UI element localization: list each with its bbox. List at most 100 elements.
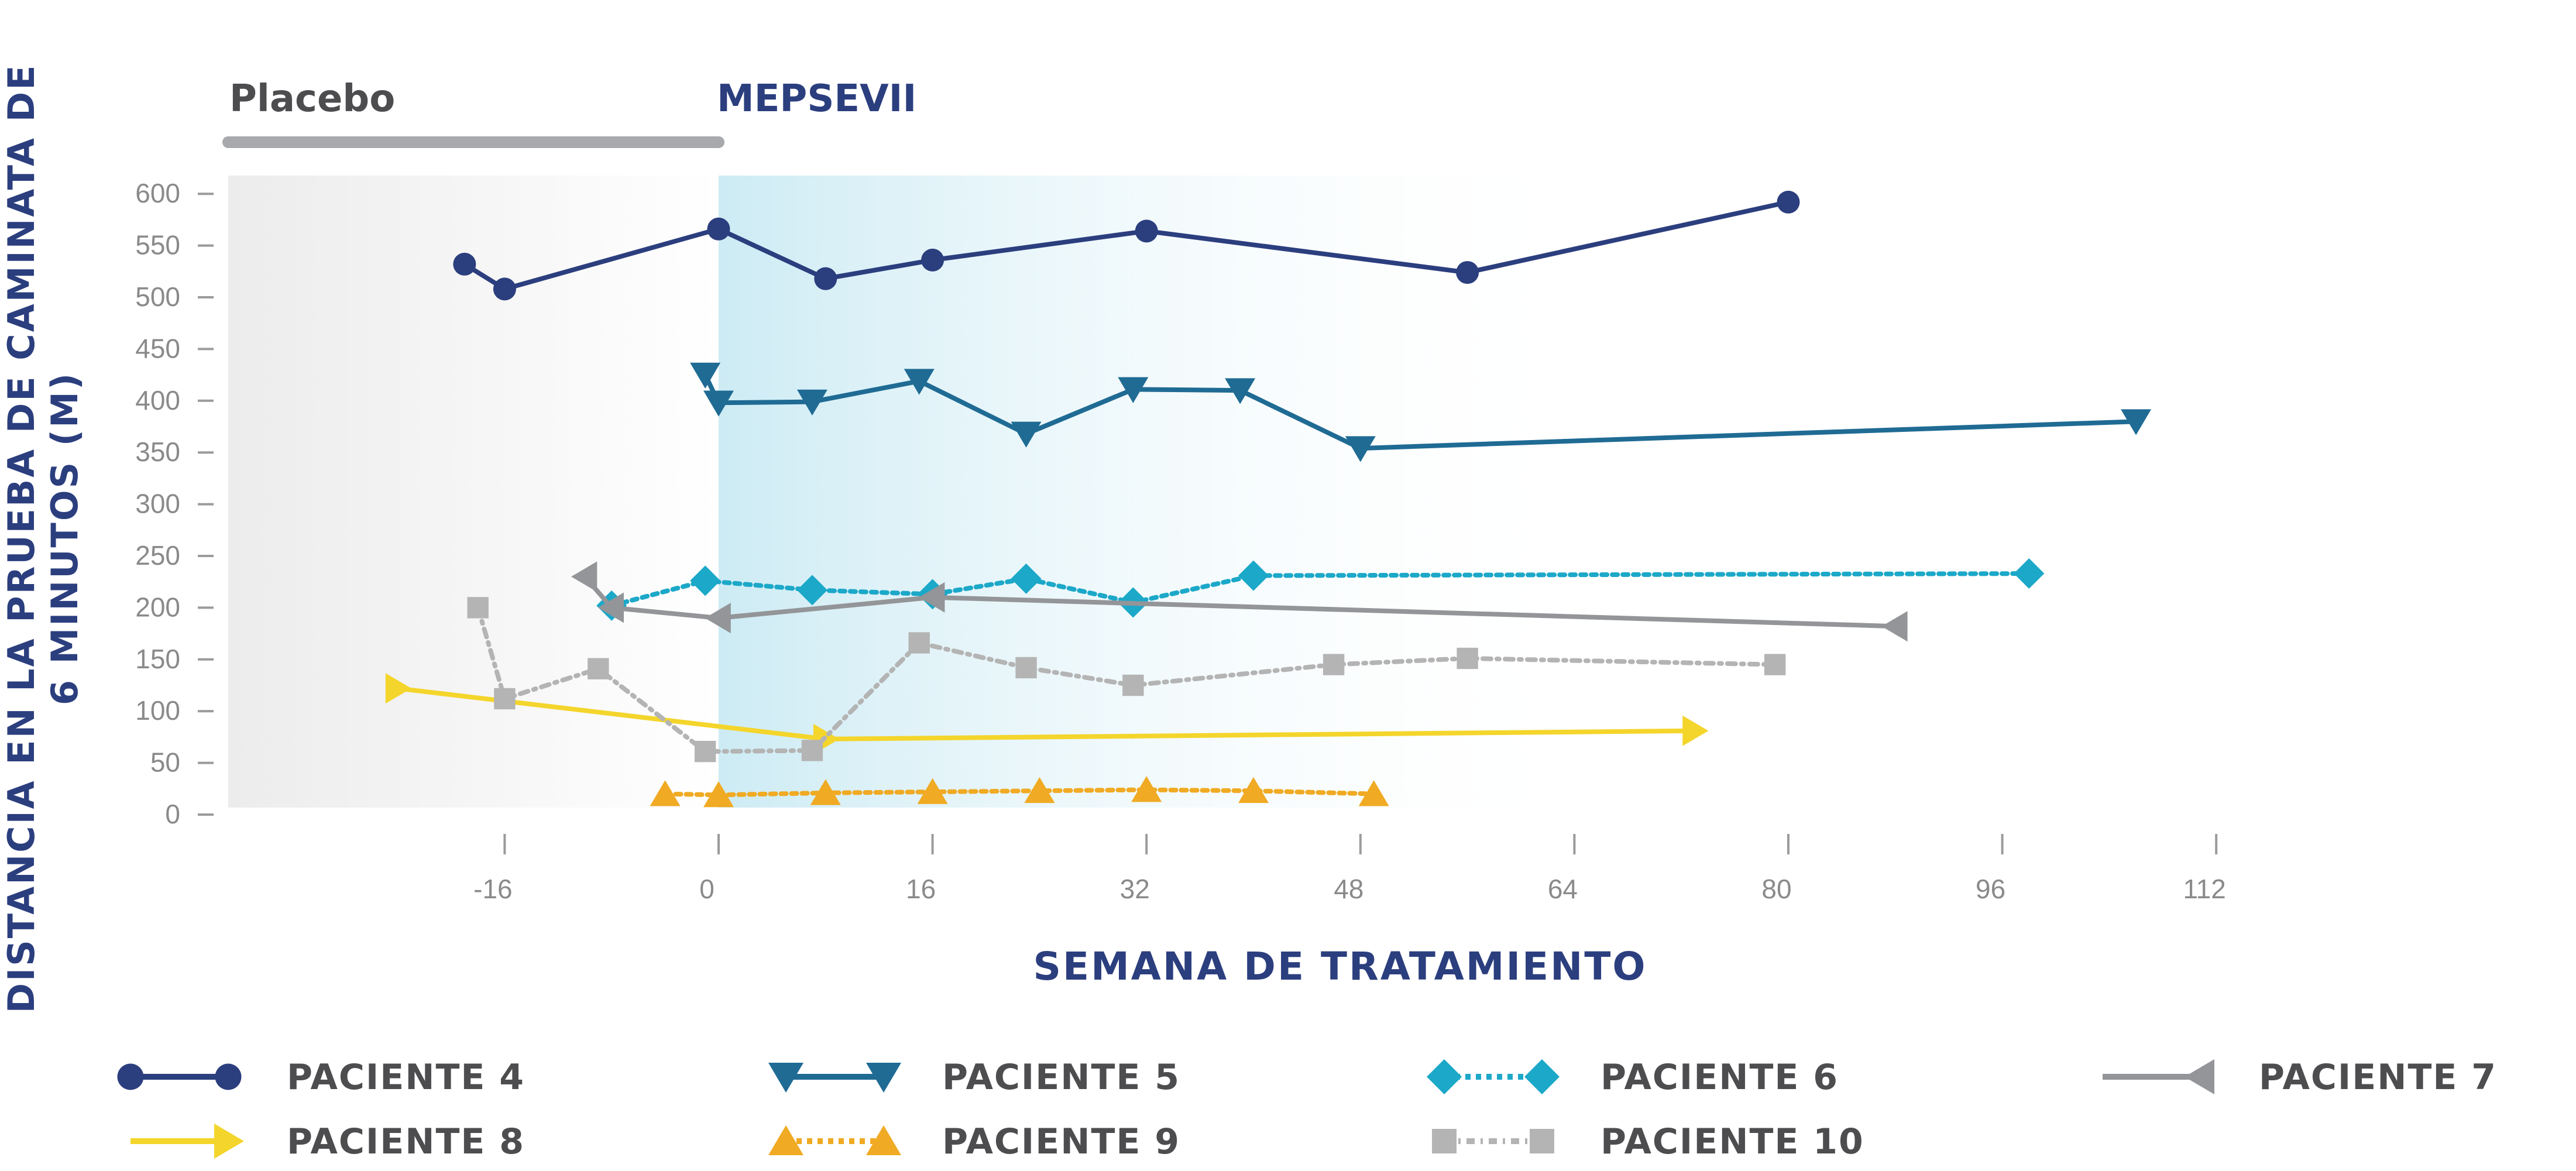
data-point-paciente-8 xyxy=(385,673,411,704)
y-tick-label: 550 xyxy=(135,230,180,260)
legend-marker xyxy=(1530,1129,1554,1153)
y-tick-label: 200 xyxy=(135,592,180,622)
data-point-paciente-6 xyxy=(1238,560,1269,591)
data-point-paciente-5 xyxy=(703,390,734,417)
series-paciente-10 xyxy=(467,597,1786,763)
series-line-paciente-6 xyxy=(609,571,2032,608)
x-tick-label: 112 xyxy=(2183,874,2226,904)
legend-marker xyxy=(1524,1059,1560,1094)
legend-label: PACIENTE 8 xyxy=(287,1121,525,1162)
y-tick-label: 450 xyxy=(135,333,180,363)
data-point-paciente-10 xyxy=(1323,654,1345,675)
data-point-paciente-5 xyxy=(1345,436,1376,462)
data-point-paciente-9 xyxy=(1238,777,1269,803)
legend-marker xyxy=(866,1125,901,1155)
data-point-paciente-10 xyxy=(801,740,823,761)
data-point-paciente-9 xyxy=(917,778,948,804)
series-line-paciente-9 xyxy=(662,787,1376,798)
legend-label: PACIENTE 7 xyxy=(2259,1057,2497,1098)
data-point-paciente-4 xyxy=(1777,190,1800,214)
data-point-paciente-10 xyxy=(1764,654,1786,675)
data-point-paciente-10 xyxy=(494,688,516,710)
y-tick-label: 150 xyxy=(135,644,180,674)
x-axis-title: SEMANA DE TRATAMIENTO xyxy=(1033,944,1647,989)
data-point-paciente-4 xyxy=(1456,261,1479,284)
mepsevii-phase-label: MEPSEVII xyxy=(717,77,916,121)
legend-label: PACIENTE 5 xyxy=(942,1057,1180,1098)
data-point-paciente-5 xyxy=(1225,378,1256,404)
legend-marker xyxy=(1427,1059,1462,1094)
data-point-paciente-6 xyxy=(1011,563,1042,594)
data-point-paciente-9 xyxy=(810,779,841,805)
legend-marker xyxy=(117,1063,144,1090)
series-paciente-7 xyxy=(571,561,1908,642)
data-point-paciente-5 xyxy=(1118,377,1149,403)
y-tick-label: 400 xyxy=(135,385,180,415)
series-paciente-4 xyxy=(453,190,1800,301)
data-point-paciente-8 xyxy=(1682,715,1709,746)
data-point-paciente-6 xyxy=(690,565,721,596)
legend: PACIENTE 4 PACIENTE 5 PACIENTE 6 PACIENTE 7… xyxy=(117,1057,2497,1162)
x-tick-label: 64 xyxy=(1548,874,1578,904)
data-point-paciente-6 xyxy=(796,575,827,606)
data-point-paciente-7 xyxy=(597,592,624,623)
data-point-paciente-4 xyxy=(493,277,516,301)
legend-item-paciente-5: PACIENTE 5 xyxy=(768,1057,1180,1098)
data-point-paciente-4 xyxy=(453,252,476,276)
treatment-background xyxy=(719,176,1596,808)
y-tick-label: 500 xyxy=(135,281,180,312)
y-axis-title-line-2: 6 MINUTOS (M) xyxy=(43,372,86,705)
data-point-paciente-9 xyxy=(1024,777,1055,803)
data-point-paciente-7 xyxy=(571,561,597,592)
x-tick-label: 16 xyxy=(906,874,936,904)
data-point-paciente-9 xyxy=(1131,776,1162,802)
legend-marker xyxy=(768,1125,803,1155)
legend-item-paciente-8: PACIENTE 8 xyxy=(130,1121,525,1162)
legend-label: PACIENTE 9 xyxy=(942,1121,1180,1162)
y-tick-label: 350 xyxy=(135,437,180,467)
data-point-paciente-5 xyxy=(690,362,721,389)
data-point-paciente-7 xyxy=(919,582,945,613)
data-point-paciente-4 xyxy=(1135,219,1158,243)
legend-item-paciente-10: PACIENTE 10 xyxy=(1432,1121,1864,1162)
legend-label: PACIENTE 6 xyxy=(1600,1057,1839,1098)
data-point-paciente-9 xyxy=(1358,780,1389,806)
data-point-paciente-5 xyxy=(904,369,935,395)
axes: 0 50 100 150 200 250 300 350 400 450 500 550 600 -16 0… xyxy=(0,64,2226,1014)
data-point-paciente-7 xyxy=(705,603,731,634)
legend-label: PACIENTE 10 xyxy=(1600,1121,1864,1162)
data-point-paciente-10 xyxy=(1122,674,1144,696)
data-point-paciente-10 xyxy=(908,632,930,654)
legend-item-paciente-9: PACIENTE 9 xyxy=(768,1121,1180,1162)
series-paciente-9 xyxy=(650,776,1389,808)
legend-marker xyxy=(866,1063,901,1093)
legend-item-paciente-7: PACIENTE 7 xyxy=(2103,1057,2497,1098)
x-tick-label: 80 xyxy=(1761,874,1791,904)
x-tick-label: 32 xyxy=(1120,874,1150,904)
legend-label: PACIENTE 4 xyxy=(287,1057,525,1098)
y-axis-title-line-1: DISTANCIA EN LA PRUEBA DE CAMINATA DE xyxy=(0,64,43,1014)
x-tick-label: 0 xyxy=(699,874,715,904)
series-paciente-5 xyxy=(690,362,2152,462)
x-tick-label: 96 xyxy=(1976,874,2005,904)
data-point-paciente-4 xyxy=(814,267,837,290)
phase-bars: Placebo MEPSEVII xyxy=(222,77,2516,148)
y-tick-label: 300 xyxy=(135,489,180,519)
placebo-phase-label: Placebo xyxy=(229,77,395,121)
data-point-paciente-4 xyxy=(921,248,944,272)
data-point-paciente-9 xyxy=(703,781,734,808)
series xyxy=(385,190,2152,808)
data-point-paciente-5 xyxy=(796,389,827,415)
legend-item-paciente-4: PACIENTE 4 xyxy=(117,1057,525,1098)
y-tick-label: 250 xyxy=(135,540,180,571)
legend-marker xyxy=(768,1063,803,1093)
y-tick-label: 50 xyxy=(150,747,180,778)
data-point-paciente-10 xyxy=(1457,647,1478,669)
data-point-paciente-5 xyxy=(1011,421,1042,448)
legend-marker xyxy=(1432,1129,1457,1153)
placebo-background xyxy=(228,176,719,808)
data-point-paciente-5 xyxy=(2121,409,2152,435)
phase-backgrounds xyxy=(228,176,1596,808)
x-tick-label: 48 xyxy=(1334,874,1363,904)
